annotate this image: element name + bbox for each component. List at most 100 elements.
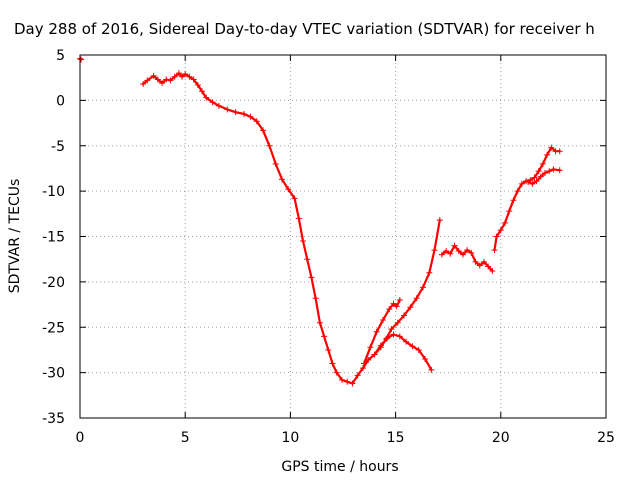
data-point <box>491 247 498 254</box>
data-point <box>472 258 479 265</box>
tick-labels: 0 5 10 15 20 25 -35 -30 -25 -20 -15 -10 -5 0 5 <box>42 48 615 446</box>
data-point <box>344 378 351 385</box>
data-point <box>396 297 403 304</box>
axis-ticks <box>79 54 607 419</box>
data-point <box>333 369 340 376</box>
data-point <box>304 256 311 263</box>
data-point <box>413 295 420 302</box>
data-point <box>247 113 254 120</box>
data-point <box>373 328 380 335</box>
data-point <box>533 178 540 185</box>
data-point <box>182 71 189 78</box>
data-point <box>291 195 298 202</box>
data-point <box>388 326 395 333</box>
x-axis-title: GPS time / hours <box>281 459 398 475</box>
data-point <box>476 262 483 269</box>
data-point <box>485 263 492 270</box>
data-point <box>379 316 386 323</box>
data-point <box>556 148 563 155</box>
data-point <box>447 250 454 257</box>
data-point <box>371 351 378 358</box>
data-point <box>144 77 151 84</box>
data-point <box>338 376 345 383</box>
data-point <box>489 267 496 274</box>
data-point <box>175 70 182 77</box>
data-point <box>550 166 557 173</box>
data-point <box>426 269 433 276</box>
data-point <box>480 258 487 265</box>
x-tick-label: 25 <box>597 430 615 446</box>
data-point <box>438 251 445 258</box>
data-point <box>537 173 544 180</box>
data-point <box>510 197 517 204</box>
data-point <box>514 188 521 195</box>
chart-title: Day 288 of 2016, Sidereal Day-to-day VTE… <box>14 20 595 38</box>
data-point <box>377 342 384 349</box>
x-tick-label: 0 <box>76 430 85 446</box>
data-point <box>215 102 222 109</box>
data-point <box>393 303 400 310</box>
data-point <box>384 335 391 342</box>
data-point <box>548 144 555 151</box>
data-point <box>419 284 426 291</box>
data-point <box>159 80 166 87</box>
data-point <box>300 238 307 245</box>
data-point <box>167 77 174 84</box>
data-point <box>321 333 328 340</box>
data-point <box>394 319 401 326</box>
data-point <box>431 247 438 254</box>
data-point <box>390 300 397 307</box>
data-point <box>203 94 210 101</box>
y-tick-label: -5 <box>51 139 65 155</box>
data-series <box>438 242 496 274</box>
data-point <box>428 366 435 373</box>
y-tick-label: -25 <box>42 320 65 336</box>
data-point <box>468 249 475 256</box>
data-point <box>455 248 462 255</box>
data-point <box>199 88 206 95</box>
x-tick-label: 10 <box>281 430 299 446</box>
data-point <box>541 169 548 176</box>
data-point <box>285 186 292 193</box>
x-tick-label: 5 <box>181 430 190 446</box>
data-point <box>329 360 336 367</box>
data-series <box>491 144 563 254</box>
y-tick-label: -20 <box>42 275 65 291</box>
data-point <box>295 215 302 222</box>
data-point <box>232 109 239 116</box>
data-point <box>171 73 178 80</box>
data-series <box>371 331 435 373</box>
data-point <box>140 81 147 88</box>
data-point <box>401 312 408 319</box>
data-point <box>308 274 315 281</box>
data-point <box>163 76 170 83</box>
data-point <box>316 319 323 326</box>
data-point <box>386 306 393 313</box>
data-point <box>349 380 356 387</box>
data-point <box>436 217 443 224</box>
data-point <box>272 160 279 167</box>
y-tick-label: -30 <box>42 366 65 382</box>
data-point <box>266 142 273 149</box>
data-point <box>531 174 538 181</box>
data-series <box>77 55 85 63</box>
data-point <box>390 331 397 338</box>
grid-lines <box>80 55 606 418</box>
data-point <box>422 356 429 363</box>
data-point <box>539 160 546 167</box>
data-point <box>241 110 248 117</box>
data-point <box>464 247 471 254</box>
data-point <box>78 56 85 63</box>
series-trace <box>362 298 401 365</box>
data-series <box>361 297 403 367</box>
data-point <box>506 208 513 215</box>
data-point <box>415 346 422 353</box>
data-series <box>525 166 563 187</box>
data-point <box>451 242 458 249</box>
data-point <box>150 72 157 79</box>
data-point <box>518 180 525 187</box>
data-point <box>556 167 563 174</box>
data-point <box>253 118 260 125</box>
data-point <box>544 151 551 158</box>
